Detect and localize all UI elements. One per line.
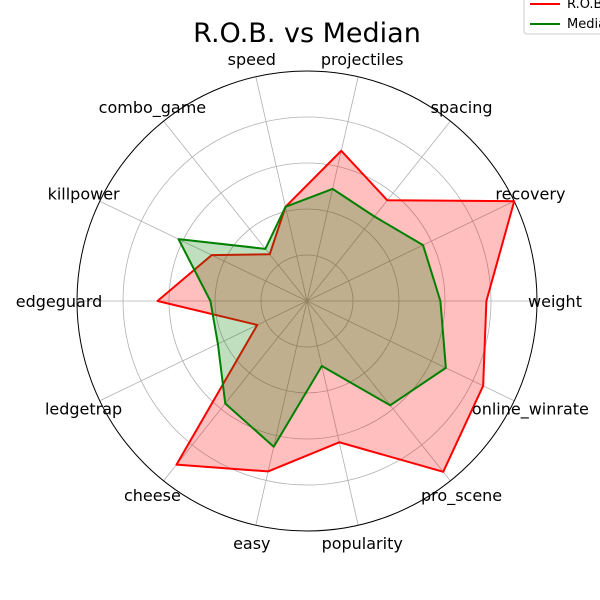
- axis-label-speed: speed: [228, 50, 276, 69]
- axis-label-edgeguard: edgeguard: [16, 292, 103, 311]
- axis-label-cheese: cheese: [124, 486, 181, 505]
- axis-label-popularity: popularity: [322, 534, 403, 553]
- axis-label-weight: weight: [528, 292, 582, 311]
- axis-label-online_winrate: online_winrate: [472, 400, 589, 420]
- axis-label-easy: easy: [233, 534, 270, 553]
- legend-label-1: Median: [567, 17, 600, 32]
- axis-label-combo_game: combo_game: [99, 98, 207, 118]
- legend: R.O.B. Median: [524, 0, 600, 34]
- axis-label-spacing: spacing: [431, 98, 493, 117]
- axis-label-pro_scene: pro_scene: [421, 486, 502, 506]
- axis-label-projectiles: projectiles: [321, 50, 404, 69]
- legend-label-0: R.O.B.: [567, 0, 600, 12]
- series-layer: [158, 151, 515, 472]
- axis-label-recovery: recovery: [495, 184, 565, 203]
- axis-label-ledgetrap: ledgetrap: [45, 400, 122, 419]
- axis-label-killpower: killpower: [48, 184, 120, 203]
- chart-title: R.O.B. vs Median: [193, 18, 421, 49]
